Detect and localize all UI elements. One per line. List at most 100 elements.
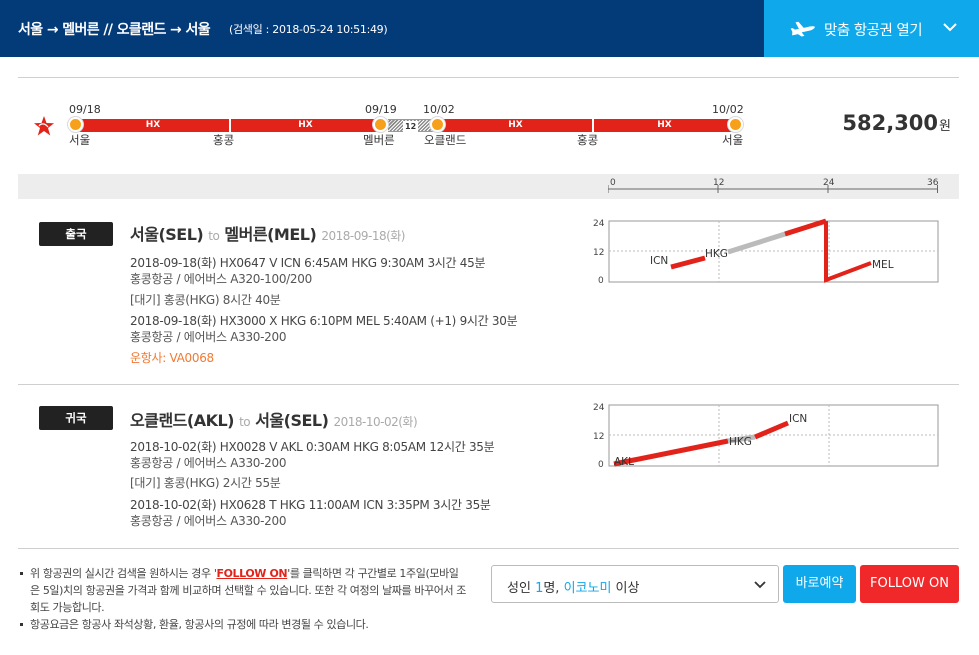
notice-item: 위 항공권의 실시간 검색을 원하시는 경우 'FOLLOW ON'를 클릭하면…	[18, 565, 468, 616]
segment-bar: HX	[76, 119, 230, 132]
chevron-down-icon	[943, 23, 957, 32]
segment-bar: HX	[593, 119, 736, 132]
date-label: 10/02	[423, 103, 455, 116]
leg-destination: 서울(SEL)	[255, 411, 329, 430]
hour-scale-bar: 0 12 24 36	[18, 174, 959, 199]
route-title: 서울 → 멜버른 // 오클랜드 → 서울	[18, 22, 211, 38]
search-date: (검색일 : 2018-05-24 10:51:49)	[229, 23, 388, 36]
city-label: 홍콩	[213, 133, 235, 147]
book-now-button[interactable]: 바로예약	[783, 565, 856, 603]
layover-segment-line	[727, 231, 786, 255]
itinerary-timeline: HX HX 12 HX HX 09/18 09/19 10/02 10/02 서…	[0, 95, 979, 155]
select-text: 명,	[543, 581, 564, 596]
segment-airline-label: HX	[657, 120, 672, 130]
passenger-class-value: 성인 1명, 이코노미 이상	[507, 577, 639, 596]
stop-tick	[592, 119, 594, 132]
arrival-node	[373, 117, 388, 132]
select-text: 성인	[507, 581, 536, 596]
flight-detail: 2018-10-02(화) HX0028 V AKL 0:30AM HKG 8:…	[130, 440, 495, 454]
layover-segment-line	[727, 434, 756, 444]
stay-days: 12	[403, 121, 419, 132]
price-value: 582,300	[842, 111, 939, 135]
hongkong-airlines-logo	[34, 116, 54, 136]
y-tick-label: 0	[598, 460, 604, 470]
departure-node	[68, 117, 83, 132]
city-label: 멜버른	[363, 133, 395, 147]
stay-period: 12	[388, 119, 434, 132]
aircraft-info: 홍콩항공 / 에어버스 A330-200	[130, 330, 287, 344]
departure-node	[430, 117, 445, 132]
city-label: 서울	[722, 133, 744, 147]
airport-label: HKG	[705, 248, 728, 260]
airport-label: ICN	[650, 255, 668, 267]
flight-segment-line	[613, 438, 729, 467]
aircraft-info: 홍콩항공 / 에어버스 A320-100/200	[130, 272, 312, 286]
notice-item: 항공요금은 항공사 좌석상황, 환율, 항공사의 규정에 따라 변경될 수 있습…	[18, 616, 468, 633]
city-label: 서울	[69, 133, 91, 147]
flight-segment-line	[670, 255, 706, 270]
open-custom-ticket-label: 맞춤 항공권 열기	[824, 23, 923, 39]
divider	[18, 548, 959, 549]
date-label: 10/02	[712, 103, 744, 116]
airplane-icon	[790, 21, 815, 37]
airport-label: MEL	[872, 259, 894, 271]
y-tick-label: 24	[593, 403, 605, 413]
segment-airline-label: HX	[508, 120, 523, 130]
leg-to-word: to	[239, 415, 251, 429]
open-custom-ticket-button[interactable]: 맞춤 항공권 열기	[764, 0, 979, 57]
select-text: 이상	[611, 581, 640, 596]
follow-on-button[interactable]: FOLLOW ON	[860, 565, 959, 603]
leg-title: 서울(SEL) to 멜버른(MEL) 2018-09-18(화)	[130, 221, 405, 245]
flight-segment-line	[824, 221, 872, 283]
operator-info: 운항사: VA0068	[130, 351, 214, 365]
hour-scale: 0 12 24 36	[608, 178, 938, 193]
y-tick-label: 12	[593, 432, 604, 442]
divider	[18, 77, 959, 78]
outbound-badge: 출국	[39, 222, 113, 246]
price-unit: 원	[939, 119, 951, 134]
scale-tick-label: 12	[713, 178, 724, 188]
airport-label: HKG	[729, 436, 752, 448]
notice-text: '를 클릭하면 각 구간별로 1주일(모바일은 5일)치의 항공권을 가격과 함…	[30, 567, 467, 614]
segment-airline-label: HX	[298, 120, 313, 130]
passenger-class-select[interactable]: 성인 1명, 이코노미 이상	[491, 565, 779, 603]
leg-origin: 오클랜드(AKL)	[130, 411, 234, 430]
return-time-chart: 24 12 0 AKL HKG ICN	[593, 403, 939, 470]
flight-detail: 2018-09-18(화) HX3000 X HKG 6:10PM MEL 5:…	[130, 314, 518, 328]
y-tick-label: 24	[593, 219, 605, 229]
date-label: 09/18	[69, 103, 101, 116]
leg-date: 2018-09-18(화)	[321, 229, 405, 243]
total-price: 582,300원	[842, 111, 951, 135]
cabin-class: 이코노미	[563, 581, 612, 596]
follow-on-link-text: FOLLOW ON	[216, 567, 288, 580]
leg-destination: 멜버른(MEL)	[224, 225, 317, 244]
flight-detail: 2018-10-02(화) HX0628 T HKG 11:00AM ICN 3…	[130, 498, 491, 512]
airport-label: ICN	[789, 413, 807, 425]
leg-to-word: to	[208, 229, 220, 243]
y-tick-label: 12	[593, 248, 604, 258]
stop-tick	[229, 119, 231, 132]
city-label: 오클랜드	[424, 133, 467, 147]
segment-airline-label: HX	[145, 120, 161, 130]
flight-segment-line	[754, 420, 789, 440]
return-badge: 귀국	[39, 406, 113, 430]
city-label: 홍콩	[577, 133, 599, 147]
aircraft-info: 홍콩항공 / 에어버스 A330-200	[130, 456, 287, 470]
outbound-time-chart: 24 12 0 ICN HKG MEL	[593, 218, 939, 286]
flight-segment-line	[784, 218, 827, 237]
y-tick-label: 0	[598, 276, 604, 286]
notice-text: 위 항공권의 실시간 검색을 원하시는 경우 '	[30, 567, 217, 580]
passenger-count: 1	[535, 581, 544, 596]
leg-title: 오클랜드(AKL) to 서울(SEL) 2018-10-02(화)	[130, 407, 418, 431]
chevron-down-icon	[754, 581, 766, 589]
search-header: 서울 → 멜버른 // 오클랜드 → 서울 (검색일 : 2018-05-24 …	[0, 0, 979, 57]
scale-tick-label: 24	[823, 178, 835, 188]
flight-detail: 2018-09-18(화) HX0647 V ICN 6:45AM HKG 9:…	[130, 256, 486, 270]
scale-tick-label: 0	[610, 178, 616, 188]
arrival-node	[728, 117, 743, 132]
aircraft-info: 홍콩항공 / 에어버스 A330-200	[130, 514, 287, 528]
segment-bar: HX	[438, 119, 593, 132]
leg-origin: 서울(SEL)	[130, 225, 204, 244]
divider	[18, 384, 959, 385]
leg-date: 2018-10-02(화)	[333, 415, 418, 429]
